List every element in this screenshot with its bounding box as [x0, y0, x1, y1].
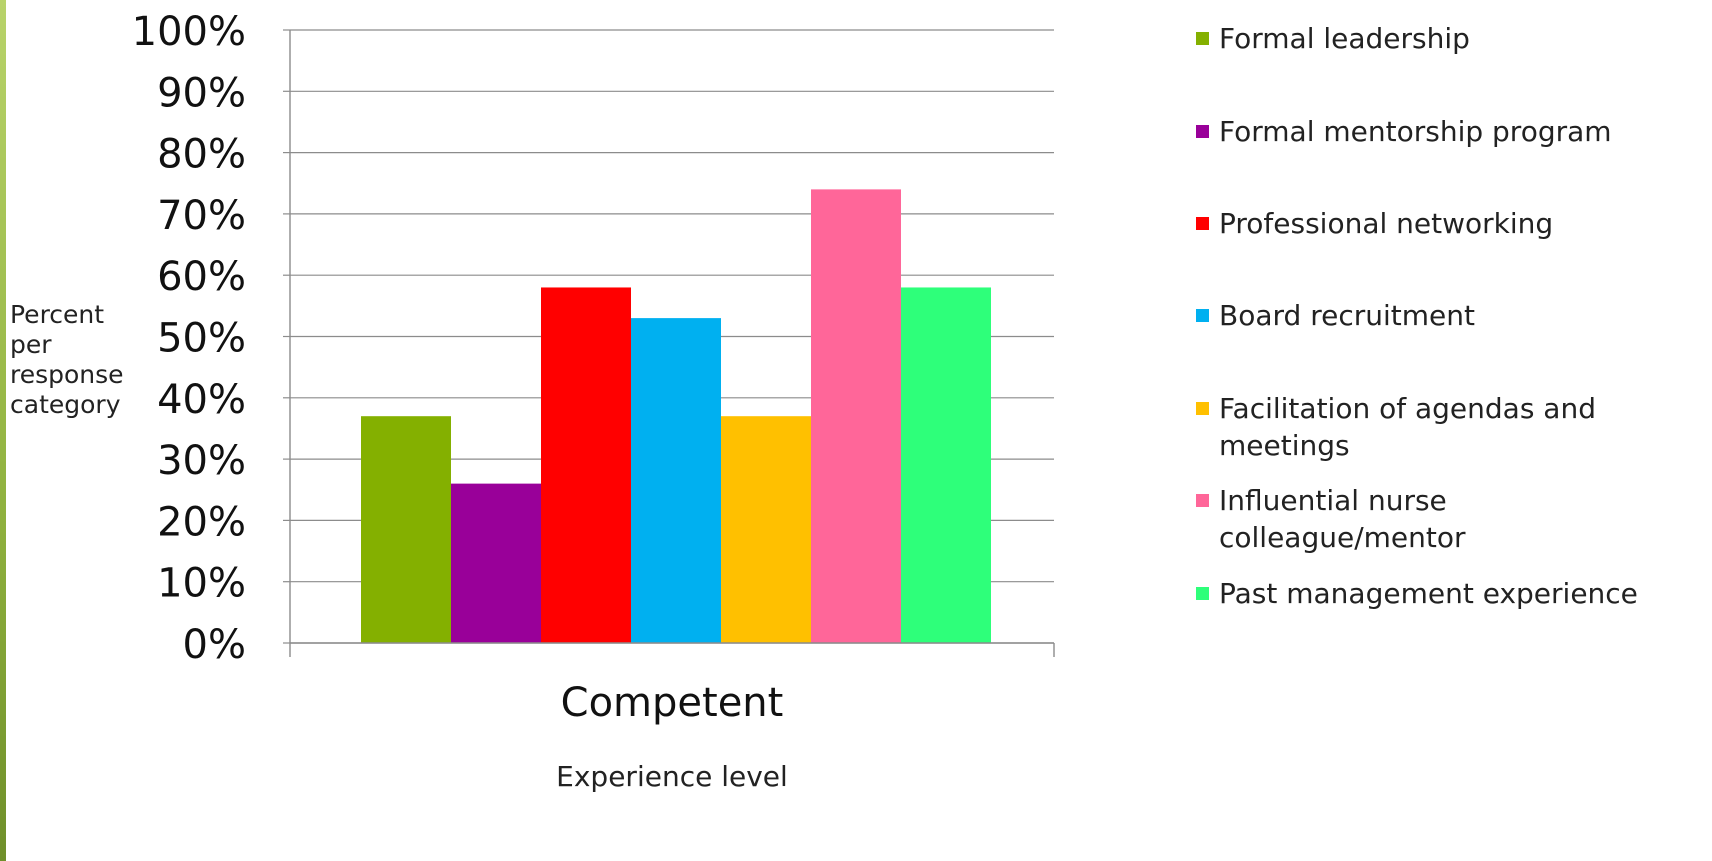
legend-label: Board recruitment [1219, 299, 1475, 332]
legend-swatch [1196, 402, 1209, 415]
legend-swatch [1196, 494, 1209, 507]
legend-label: Facilitation of agendas and meetings [1219, 392, 1596, 462]
y-tick-label: 60% [157, 254, 246, 300]
legend-item-formal-mentorship-program: Formal mentorship program [1196, 113, 1699, 150]
y-axis-label: Percent per response category [10, 300, 124, 419]
legend-swatch [1196, 125, 1209, 138]
legend-swatch [1196, 309, 1209, 322]
bar-influential-nurse-colleague-mentor [811, 189, 901, 643]
bars [361, 189, 991, 643]
y-tick-label: 0% [183, 622, 246, 668]
bar-professional-networking [541, 287, 631, 643]
bar-past-management-experience [901, 287, 991, 643]
y-tick-labels: 0% 10% 20% 30% 40% 50% 60% 70% 80% 90% 100% [132, 9, 246, 668]
bar-board-recruitment [631, 318, 721, 643]
legend-item-past-management-experience: Past management experience [1196, 575, 1699, 612]
legend-item-professional-networking: Professional networking [1196, 205, 1699, 242]
y-tick-label: 40% [157, 377, 246, 423]
axes [283, 29, 1055, 657]
legend-swatch [1196, 587, 1209, 600]
x-axis-label: Experience level [556, 760, 788, 793]
legend-item-board-recruitment: Board recruitment [1196, 297, 1699, 334]
legend: Formal leadership Formal mentorship progr… [1196, 0, 1708, 720]
legend-item-formal-leadership: Formal leadership [1196, 20, 1699, 57]
legend-label: Influential nurse colleague/mentor [1219, 484, 1466, 554]
y-tick-label: 100% [132, 9, 246, 55]
bar-facilitation-of-agendas-and-meetings [721, 416, 811, 643]
x-tick-label: Competent [561, 680, 784, 726]
bar-formal-mentorship-program [451, 483, 541, 643]
bar-chart: 0% 10% 20% 30% 40% 50% 60% 70% 80% 90% 100% Compet… [10, 9, 1055, 793]
legend-label: Formal mentorship program [1219, 115, 1612, 148]
legend-item-influential-nurse-colleague-mentor: Influential nurse colleague/mentor [1196, 482, 1519, 556]
legend-label: Formal leadership [1219, 22, 1470, 55]
legend-label: Past management experience [1219, 577, 1638, 610]
legend-swatch [1196, 217, 1209, 230]
y-tick-label: 30% [157, 438, 246, 484]
y-tick-label: 90% [157, 70, 246, 116]
legend-item-facilitation-of-agendas-and-meetings: Facilitation of agendas and meetings [1196, 390, 1619, 464]
slide-left-edge [0, 0, 6, 861]
legend-swatch [1196, 32, 1209, 45]
y-tick-label: 80% [157, 132, 246, 178]
bar-formal-leadership [361, 416, 451, 643]
y-tick-label: 10% [157, 561, 246, 607]
y-tick-label: 70% [157, 193, 246, 239]
legend-label: Professional networking [1219, 207, 1554, 240]
y-tick-label: 20% [157, 499, 246, 545]
y-tick-label: 50% [157, 316, 246, 362]
